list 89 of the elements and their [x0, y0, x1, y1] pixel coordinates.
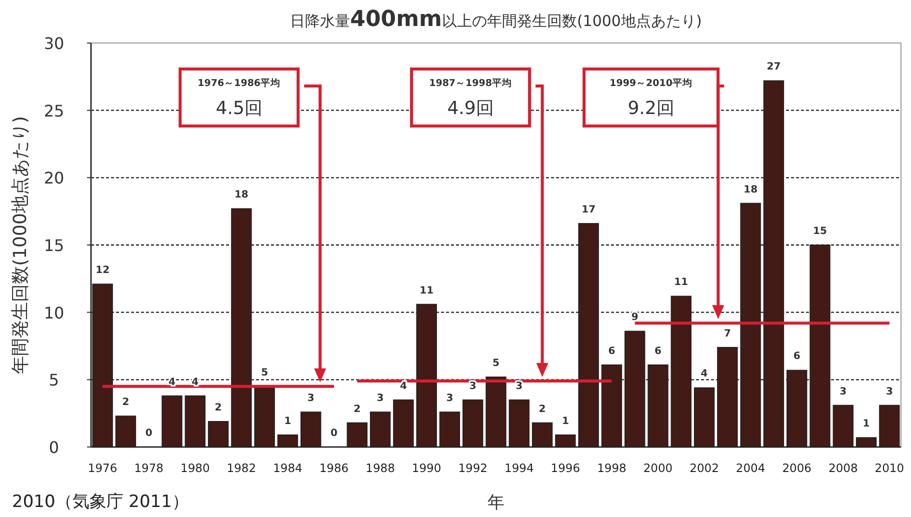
bar	[694, 387, 715, 448]
bar	[346, 422, 368, 448]
bar	[162, 395, 182, 448]
data-label: 1	[562, 416, 569, 427]
x-axis-title: 年	[488, 493, 504, 513]
x-tick-label: 2004	[736, 461, 766, 475]
data-label: 11	[674, 277, 688, 288]
data-label: 3	[307, 392, 314, 404]
bar	[439, 412, 460, 448]
bar	[300, 412, 322, 448]
x-tick-label: 1988	[366, 461, 395, 475]
bar	[508, 399, 530, 448]
data-label: 2	[538, 404, 546, 415]
data-label: 3	[886, 386, 893, 398]
data-label: 4	[700, 368, 708, 380]
chart-title: 日降水量400mm以上の年間発生回数(1000地点あたり)	[290, 7, 702, 32]
x-tick-label: 1984	[273, 461, 302, 475]
data-label: 0	[330, 428, 338, 439]
bar	[462, 399, 484, 448]
x-tick-label: 2008	[828, 461, 858, 475]
data-label: 18	[744, 184, 758, 196]
data-label: 11	[420, 285, 434, 296]
y-tick-label: 30	[44, 34, 64, 53]
bar	[555, 434, 576, 448]
bar	[832, 404, 854, 448]
x-tick-label: 1982	[226, 461, 256, 475]
bar	[370, 412, 391, 448]
data-label: 4	[400, 380, 407, 392]
data-label: 0	[145, 428, 152, 439]
data-label: 5	[492, 358, 500, 369]
y-tick-label: 25	[44, 101, 64, 120]
data-label: 3	[840, 386, 847, 398]
text: 2010（気象庁 2011）	[12, 492, 189, 512]
x-tick-label: 1990	[412, 461, 442, 475]
y-tick-label: 10	[44, 303, 64, 322]
data-label: 15	[813, 226, 827, 237]
y-tick-label: 0	[48, 438, 60, 457]
data-label: 1	[284, 416, 292, 427]
x-tick-label: 1992	[458, 461, 488, 475]
data-label: 27	[766, 62, 781, 73]
x-tick-label: 2000	[643, 461, 673, 475]
x-tick-label: 2002	[690, 461, 719, 475]
data-label: 4	[168, 376, 176, 388]
x-tick-label: 1986	[319, 461, 349, 475]
x-tick-label: 2010	[874, 461, 904, 475]
data-label: 4	[192, 376, 199, 388]
x-tick-label: 2006	[782, 461, 812, 475]
x-tick-label: 1980	[180, 461, 210, 475]
data-label: 5	[261, 367, 268, 378]
data-label: 2	[214, 402, 222, 414]
y-tick-label: 15	[44, 236, 64, 255]
data-label: 1	[862, 418, 870, 430]
y-tick-label: 5	[48, 370, 60, 390]
data-label: 6	[654, 346, 662, 357]
bar	[254, 386, 275, 448]
data-label: 6	[793, 351, 800, 362]
annotation: 4.5回	[216, 98, 262, 119]
annotation: 1976～1986平均	[198, 77, 281, 89]
bar	[208, 421, 229, 448]
data-label: 3	[446, 392, 454, 404]
data-label: 2	[122, 397, 130, 408]
bar	[532, 422, 553, 448]
y-axis-title: 年間発生回数(1000地点あたり)	[10, 116, 31, 374]
data-label: 3	[376, 392, 384, 404]
annotation: 1999～2010平均	[610, 77, 692, 89]
bar	[115, 416, 136, 448]
data-label: 18	[234, 190, 248, 201]
data-label: 3	[469, 380, 476, 392]
data-label: 6	[608, 346, 616, 357]
annotation: 4.9回	[447, 98, 494, 119]
bar	[393, 399, 414, 448]
data-label: 12	[96, 265, 110, 276]
bar	[277, 434, 298, 448]
bar	[879, 404, 900, 448]
data-label: 2	[354, 404, 361, 415]
bar	[184, 395, 206, 448]
x-tick-label: 1996	[550, 461, 580, 475]
data-label: 7	[724, 328, 731, 340]
x-tick-label: 1998	[597, 461, 626, 475]
y-tick-label: 20	[44, 168, 64, 188]
x-tick-label: 1994	[504, 461, 534, 475]
data-label: 9	[631, 312, 638, 324]
x-tick-label: 1976	[88, 461, 118, 475]
annotation: 9.2回	[628, 98, 674, 119]
data-label: 3	[516, 380, 523, 392]
annotation: 1987～1998平均	[429, 77, 512, 89]
x-tick-label: 1978	[134, 461, 164, 475]
data-label: 17	[582, 204, 596, 216]
bar	[856, 437, 877, 448]
